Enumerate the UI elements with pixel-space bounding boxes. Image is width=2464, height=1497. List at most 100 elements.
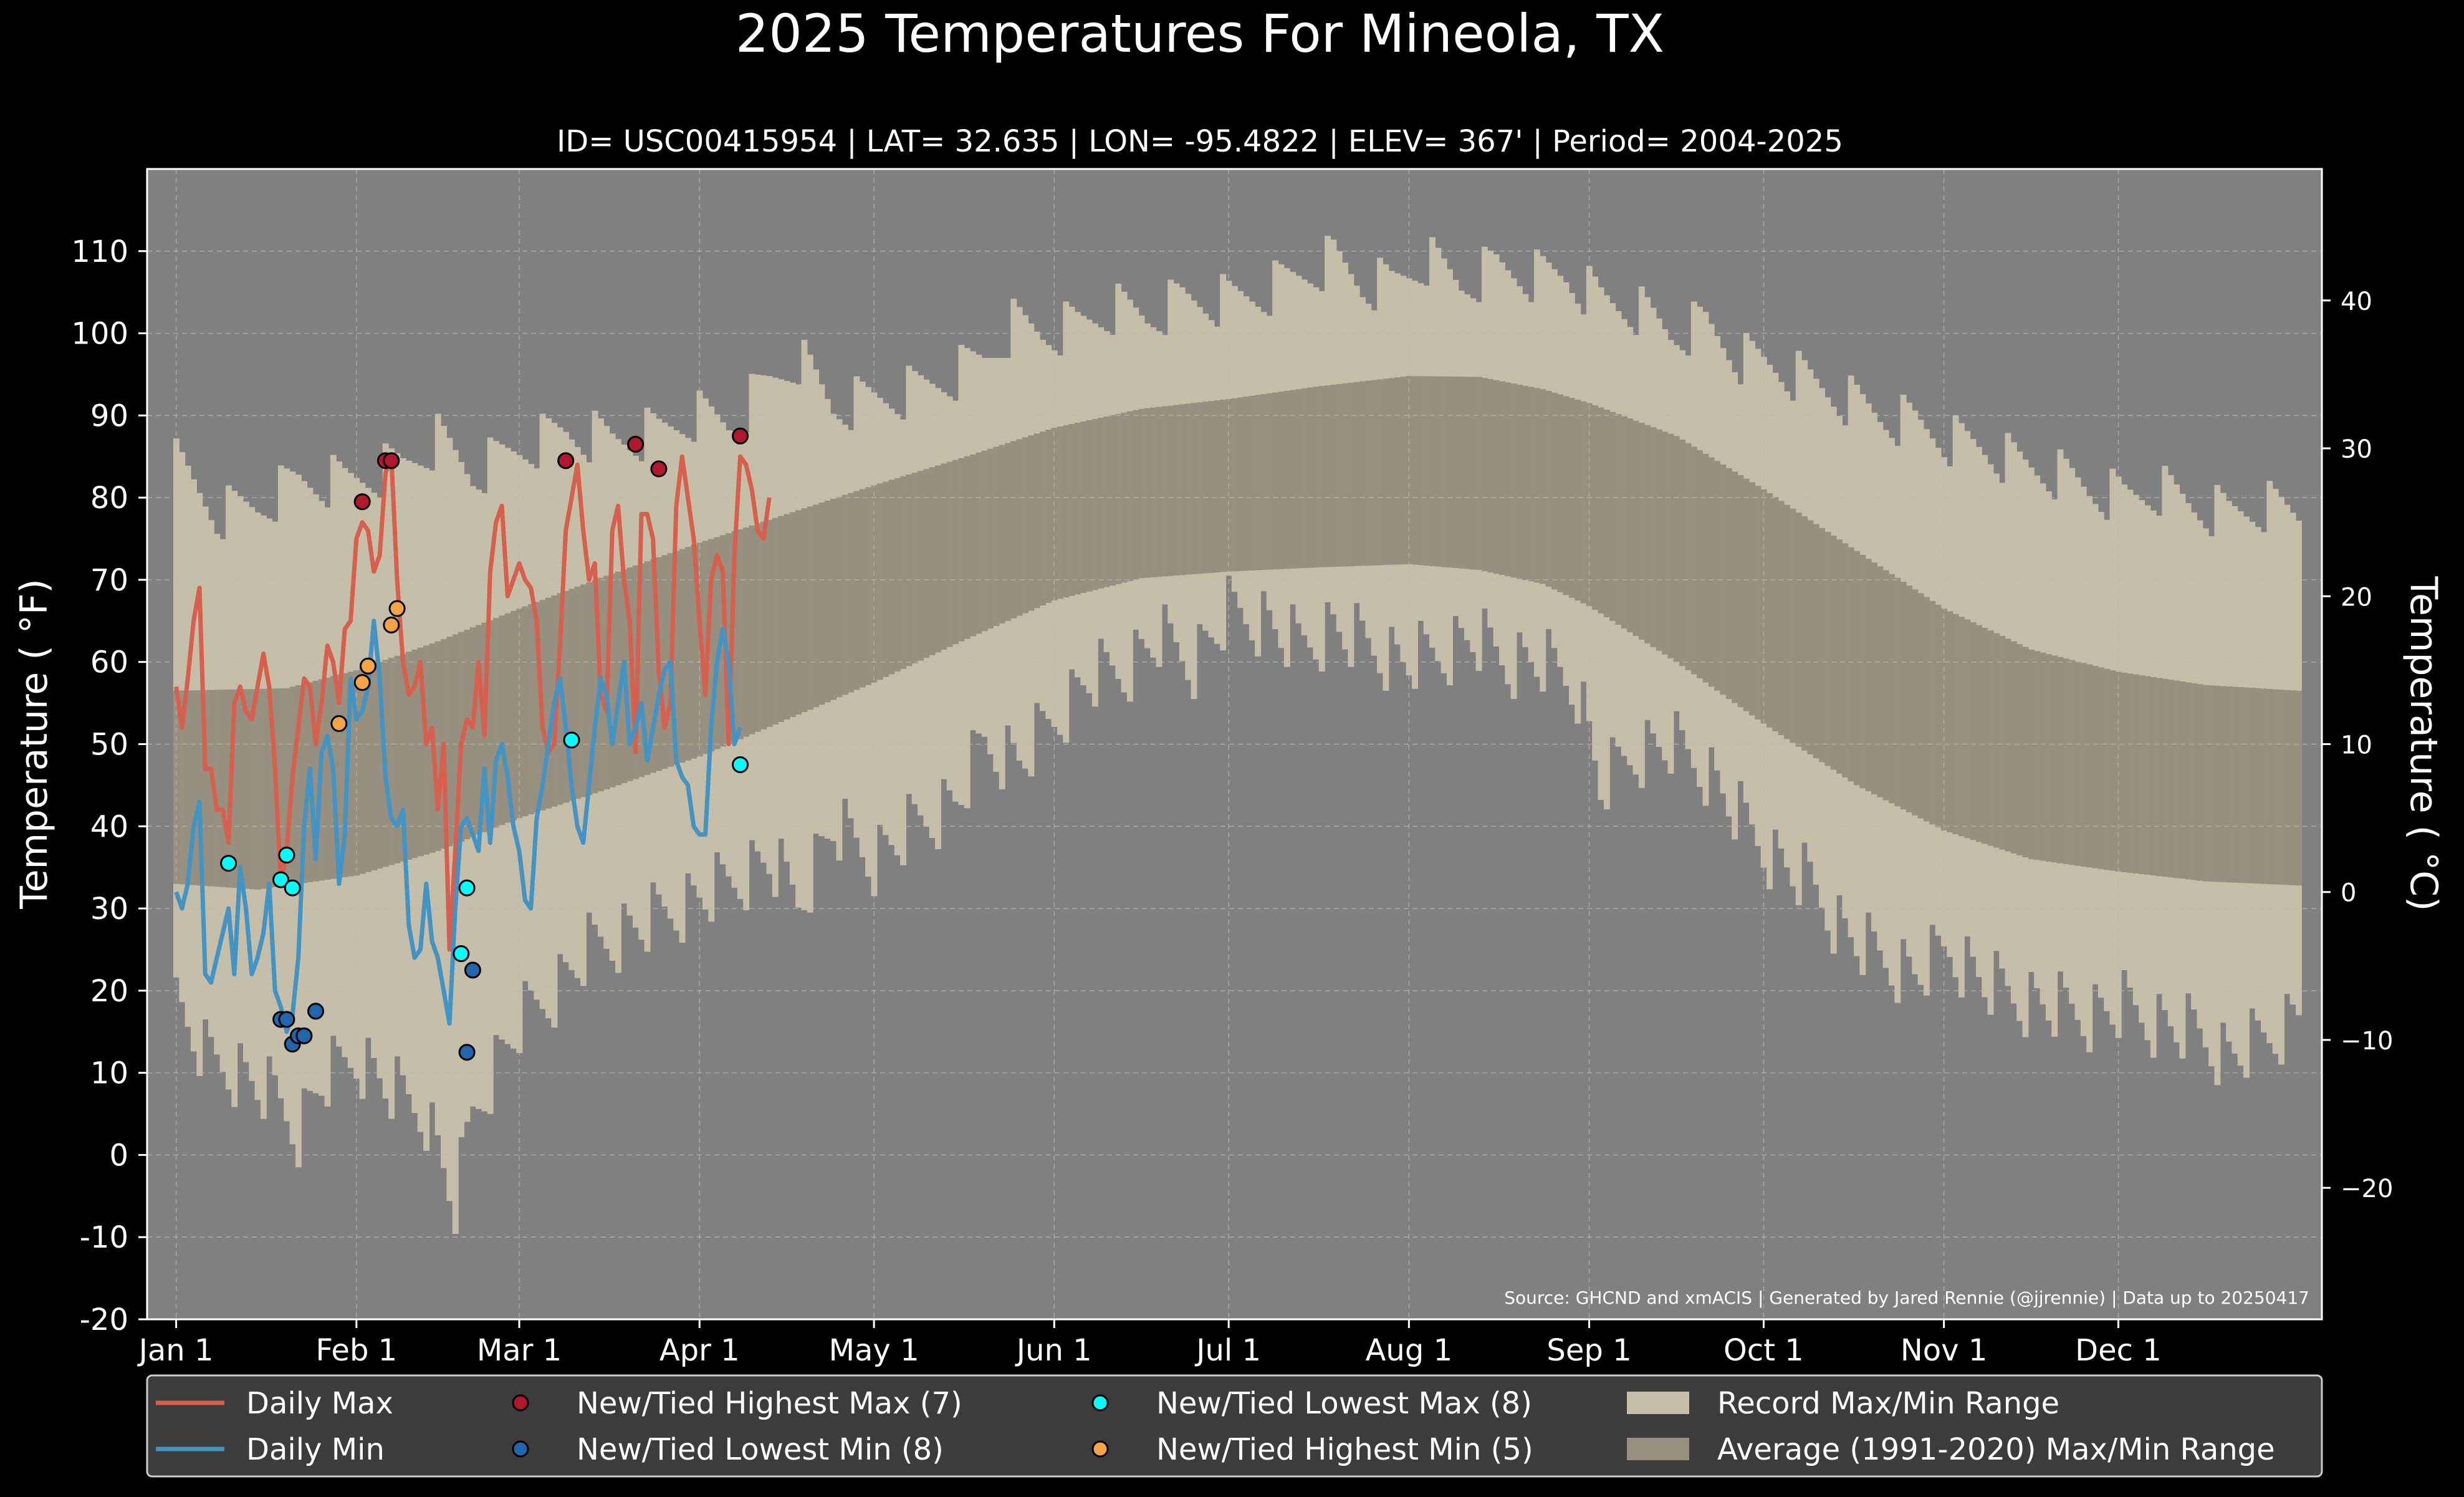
lowest-min-marker [307,1003,325,1020]
lowest-max-marker [284,879,301,897]
normal-range-bar [1447,376,1453,568]
y-tick-label: 90 [90,398,128,433]
normal-range-bar [1144,408,1151,578]
normal-range-bar [2185,682,2192,880]
normal-range-bar [2028,649,2035,859]
normal-range-bar [1906,585,1912,812]
normal-range-bar [1557,394,1564,592]
normal-range-bar [545,597,552,809]
normal-range-bar [2097,667,2104,869]
normal-range-bar [754,523,761,732]
normal-range-bar [394,655,401,864]
normal-range-bar [1871,562,1877,794]
normal-range-bar [568,589,575,801]
y-tick-label: 80 [90,481,128,516]
normal-range-bar [1231,398,1238,572]
normal-range-bar [1627,418,1634,632]
y2-tick-label: 40 [2341,287,2372,316]
normal-range-bar [2191,683,2198,880]
normal-range-bar [476,625,482,835]
normal-range-bar [2022,647,2029,857]
highest-max-marker [627,435,645,453]
normal-range-bar [2197,684,2203,881]
normal-range-bar [1400,377,1407,565]
normal-range-bar [347,671,354,877]
normal-range-bar [219,690,226,887]
normal-range-bar [1580,401,1587,604]
normal-range-bar [865,487,872,685]
normal-range-bar [1975,625,1982,842]
normal-range-bar [1167,405,1174,576]
normal-range-bar [190,690,197,885]
normal-range-bar [2266,688,2273,885]
normal-range-bar [906,474,913,667]
normal-range-bar [841,494,848,695]
normal-range-bar [487,620,494,830]
legend: Daily Max Daily Min New/Tied Highest Max (… [156,1386,2275,1467]
highest-min-marker [388,600,406,617]
normal-range-bar [1790,508,1796,743]
normal-range-bar [2144,676,2151,875]
normal-range-bar [1813,524,1819,759]
normal-range-bar [179,690,186,885]
x-tick-label: Jan 1 [137,1333,214,1368]
normal-range-bar [1533,388,1540,583]
normal-range-bar [1592,405,1599,610]
normal-range-bar [2086,664,2093,868]
normal-range-bar [1888,574,1895,804]
normal-range-bar [1999,635,2006,850]
x-tick-label: Mar 1 [477,1333,562,1368]
normal-range-bar [1830,536,1837,770]
normal-range-bar [743,527,750,737]
normal-range-bar [2208,685,2215,882]
normal-range-bar [1010,441,1017,619]
normal-range-bar [1290,390,1297,569]
normal-range-bar [2005,638,2011,852]
x-tick-label: Jul 1 [1194,1333,1261,1368]
y-tick-label: 40 [90,809,128,844]
normal-range-bar [1068,424,1075,596]
normal-range-bar [749,525,755,734]
normal-range-bar [1138,408,1145,579]
normal-range-bar [987,448,994,629]
normal-range-bar [208,690,214,887]
normal-range-bar [1033,433,1040,609]
y-axis-right: −20 −10 0 10 20 30 40 [2322,287,2393,1203]
normal-range-bar [2226,686,2233,883]
x-tick-label: Nov 1 [1901,1333,1987,1368]
normal-range-bar [1563,396,1570,595]
normal-range-bar [615,571,621,786]
normal-range-bar [1708,457,1715,687]
normal-range-bar [958,458,965,642]
x-tick-label: Aug 1 [1366,1333,1453,1368]
normal-range-bar [1894,577,1901,807]
normal-range-bar [2167,680,2174,878]
lowest-max-marker [732,756,749,773]
y-axis-left: -20 -10 0 10 20 30 40 50 60 70 80 90 100 110 [71,234,147,1337]
normal-range-bar [1487,379,1494,573]
normal-range-bar [789,512,796,718]
x-tick-label: Dec 1 [2075,1333,2162,1368]
lowest-min-marker [464,961,481,979]
y2-tick-label: 0 [2341,879,2356,908]
normal-range-bar [1005,443,1011,621]
normal-range-bar [1156,407,1162,577]
normal-range-bar [1516,384,1523,579]
normal-range-bar [557,593,563,805]
y-tick-label: -20 [80,1302,128,1337]
highest-max-marker [383,452,400,469]
grid-layer [147,169,2322,1320]
normal-range-bar [371,664,378,870]
normal-range-bar [1365,380,1372,566]
normal-range-bar [1737,475,1744,708]
normal-range-bar [772,517,779,724]
normal-range-bar [2296,690,2302,886]
normal-range-bar [859,489,866,688]
normal-range-bar [784,514,790,720]
normal-range-bar [1935,604,1942,828]
normal-range-bar [1714,461,1721,691]
normal-range-bar [888,479,895,675]
y-tick-label: 100 [71,317,128,352]
normal-range-bar [1621,416,1627,628]
